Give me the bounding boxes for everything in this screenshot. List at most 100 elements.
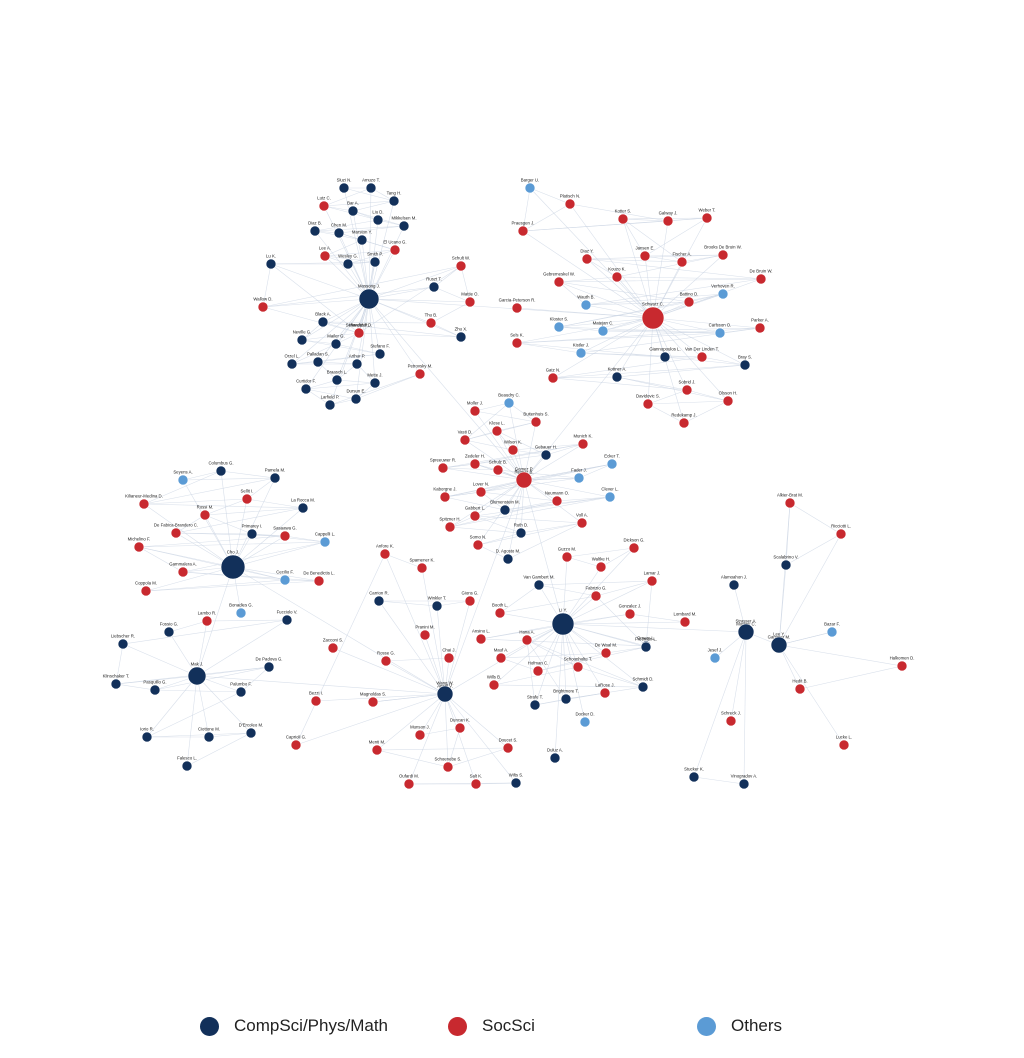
edge [317, 298, 370, 363]
edge [562, 566, 602, 625]
node-label: Columbus G. [208, 460, 233, 465]
node-label: Matejan C. [593, 320, 614, 325]
node-compsci [342, 258, 354, 270]
edge [143, 477, 276, 505]
node-socsci [488, 679, 500, 691]
edge [442, 467, 525, 481]
node-label: Bezzi I. [309, 690, 323, 695]
edge [523, 421, 537, 481]
edge [444, 496, 506, 511]
edge [378, 600, 438, 607]
edge [115, 683, 156, 691]
node-socsci [754, 322, 766, 334]
edge [562, 580, 653, 625]
edge [585, 293, 724, 306]
node-label: Wesley G. [338, 253, 358, 258]
edge [652, 317, 746, 366]
node-compsci [324, 399, 336, 411]
node-socsci [502, 742, 514, 754]
node-label: Lu K. [266, 253, 276, 258]
node-compsci [611, 371, 623, 383]
node-socsci [639, 250, 651, 262]
edge [324, 255, 376, 263]
edge [138, 546, 286, 581]
node-label: Schmidt D. [632, 676, 653, 681]
edge [464, 430, 498, 441]
edge [785, 502, 791, 566]
edge [580, 327, 761, 354]
node-label: Fader J. [571, 467, 587, 472]
node-label: Anfore K. [376, 543, 394, 548]
edge [497, 469, 580, 479]
node-compsci [245, 727, 257, 739]
node-label: Klose L. [489, 420, 505, 425]
edge [154, 666, 270, 691]
edge [538, 584, 597, 597]
edge [182, 477, 276, 481]
edge [332, 647, 446, 695]
edge [182, 541, 326, 573]
node-socsci [201, 615, 213, 627]
edge [138, 541, 326, 548]
node-compsci [203, 731, 215, 743]
node-label: Lucke L. [836, 734, 852, 739]
edge [693, 631, 747, 778]
node-socsci [389, 244, 401, 256]
node-label: Mikkelsen M. [391, 215, 416, 220]
edge [270, 261, 376, 265]
node-socsci [678, 417, 690, 429]
edge [323, 187, 372, 207]
node-socsci [138, 498, 150, 510]
node-label: Gebauer H. [535, 444, 557, 449]
node-label: Chai J. [442, 647, 455, 652]
edge [145, 566, 234, 592]
node-socsci [517, 225, 529, 237]
edge [291, 343, 337, 365]
node-label: Jesef J. [708, 647, 723, 652]
node-compsci [640, 641, 652, 653]
edge [421, 567, 446, 695]
edge [338, 232, 370, 300]
hub-node-compsci [220, 554, 246, 580]
node-socsci [464, 296, 476, 308]
edge [652, 220, 669, 319]
hub-node-socsci [515, 471, 533, 489]
node-label: Sobrid J. [679, 379, 696, 384]
node-label: Klinschaker T. [103, 673, 130, 678]
node-socsci [701, 212, 713, 224]
edge [186, 675, 198, 767]
edge [523, 479, 611, 498]
edge [444, 693, 509, 749]
edge [562, 623, 567, 700]
node-label: Freeman L. [635, 636, 657, 641]
node-label: Petrovsky M. [408, 363, 433, 368]
node-label: Primarey I. [242, 523, 263, 528]
edge [384, 553, 446, 695]
node-label: Schwarz C. [642, 301, 664, 306]
node-label: Kloster S. [550, 316, 569, 321]
edge [138, 546, 184, 573]
edge [602, 327, 761, 332]
node-compsci [560, 693, 572, 705]
edge [182, 470, 222, 481]
edge [500, 652, 607, 659]
edge [384, 553, 423, 569]
node-socsci [379, 548, 391, 560]
edge-hub-link [196, 675, 446, 695]
edge [376, 747, 509, 751]
node-socsci [470, 778, 482, 790]
node-label: Bar A. [347, 200, 359, 205]
node-label: Schweitzer D. [346, 322, 373, 327]
node-label: Van Gambert M. [523, 574, 554, 579]
edge [322, 321, 432, 324]
hub-node-compsci [770, 636, 788, 654]
node-label: Lambo R. [198, 610, 217, 615]
node-label: LaRose J. [595, 682, 614, 687]
node-socsci [835, 528, 847, 540]
node-compsci [728, 579, 740, 591]
node-others [606, 458, 618, 470]
edge [444, 600, 471, 695]
node-others [604, 491, 616, 503]
edge [262, 265, 462, 308]
edge [477, 544, 509, 560]
